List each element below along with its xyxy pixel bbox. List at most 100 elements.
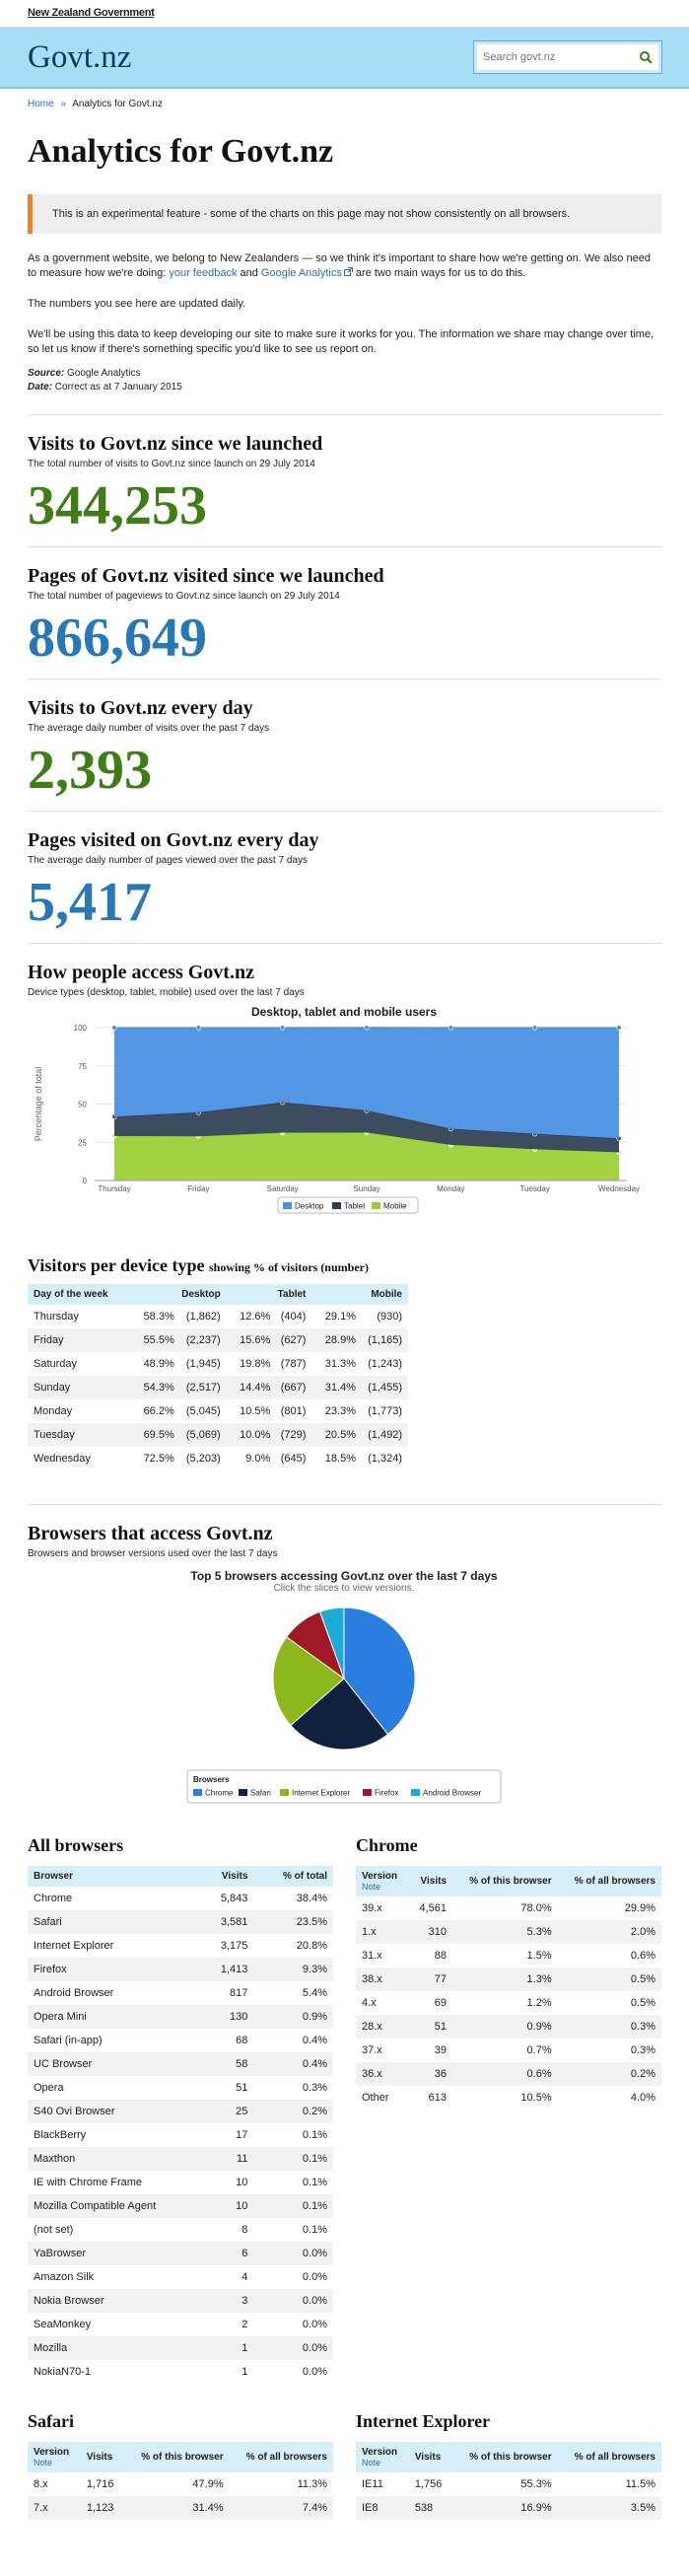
column-header: Browser xyxy=(28,1866,199,1887)
table-cell: 16.9% xyxy=(452,2496,558,2520)
table-cell: 3,581 xyxy=(198,1910,254,1934)
search-icon[interactable] xyxy=(639,50,653,64)
table-cell: 817 xyxy=(230,1987,248,1999)
table-cell: (1,945) xyxy=(185,1358,221,1370)
google-analytics-link[interactable]: Google Analytics xyxy=(260,267,342,279)
table-row: (not set) 8 0.1% xyxy=(28,2218,333,2242)
pie-slice-android-browser[interactable] xyxy=(318,1607,345,1680)
table-row: 7.x 1,123 31.4% 7.4% xyxy=(28,2496,333,2520)
feedback-link[interactable]: your feedback xyxy=(169,267,238,279)
table-cell: IE8 xyxy=(356,2496,409,2520)
y-tick-label: 75 xyxy=(78,1062,87,1071)
chrome-title: Chrome xyxy=(356,1835,418,1855)
table-row: YaBrowser 6 0.0% xyxy=(28,2242,333,2265)
column-header: Version Note xyxy=(28,2442,81,2472)
table-cell: 3,175 xyxy=(220,1940,248,1952)
table-cell: Internet Explorer xyxy=(34,1940,114,1952)
pie-legend-swatch xyxy=(411,1789,420,1796)
table-cell: 28.x xyxy=(356,2015,409,2039)
table-row: 1.x 310 5.3% 2.0% xyxy=(356,1920,661,1944)
table-cell: 51 xyxy=(408,2015,452,2039)
device-table-title: Visitors per device type showing % of vi… xyxy=(28,1255,661,1276)
point-desktop xyxy=(448,1025,453,1031)
table-row: 31.x 88 1.5% 0.6% xyxy=(356,1944,661,1968)
table-cell: 5.3% xyxy=(452,1920,558,1944)
table-cell: Opera xyxy=(34,2082,64,2094)
table-cell: 36 xyxy=(408,2062,452,2086)
note-link[interactable]: Note xyxy=(34,2458,53,2468)
column-header: Tablet xyxy=(226,1284,312,1305)
table-row: UC Browser 58 0.4% xyxy=(28,2052,333,2076)
table-cell: Mozilla Compatible Agent xyxy=(28,2194,199,2218)
date-label: Date: xyxy=(28,382,53,393)
experimental-notice: This is an experimental feature - some o… xyxy=(28,194,661,234)
y-axis-label: Percentage of total xyxy=(34,1067,43,1142)
legend-label-mobile: Mobile xyxy=(383,1202,407,1211)
pie-legend: Browsers Chrome Safari Internet Explorer Fir… xyxy=(186,1769,502,1804)
page-title: Analytics for Govt.nz xyxy=(28,133,334,170)
table-cell: (1,455) xyxy=(357,1376,408,1399)
table-cell: 29.1% xyxy=(324,1311,356,1323)
table-cell: 1 xyxy=(198,2336,254,2360)
table-cell: 78.0% xyxy=(520,1902,552,1914)
table-cell: 4 xyxy=(241,2271,248,2283)
table-cell: 1.3% xyxy=(452,1968,558,1991)
divider xyxy=(28,811,661,812)
device-table-subheading: showing % of visitors (number) xyxy=(208,1260,369,1274)
nz-government-logo[interactable]: New Zealand Government xyxy=(28,7,155,19)
table-row: 37.x 39 0.7% 0.3% xyxy=(356,2039,661,2062)
table-cell: 10 xyxy=(236,2177,248,2188)
table-cell: 88 xyxy=(434,1950,447,1962)
chrome-panel: Chrome Version Note Visits% of this browse… xyxy=(356,1835,661,2384)
point-desktop xyxy=(280,1025,286,1031)
column-header: % of this browser xyxy=(452,1866,558,1896)
pie-slice-internet-explorer[interactable] xyxy=(272,1636,345,1727)
note-link[interactable]: Note xyxy=(362,2458,381,2468)
table-cell: 77 xyxy=(408,1968,452,1991)
site-title[interactable]: Govt.nz xyxy=(28,38,132,75)
table-cell: 0.9% xyxy=(452,2015,558,2039)
table-row: Internet Explorer 3,175 20.8% xyxy=(28,1934,333,1958)
table-cell: 0.0% xyxy=(253,2242,333,2265)
table-cell: IE11 xyxy=(362,2478,383,2490)
column-header: % of all browsers xyxy=(557,2442,661,2472)
stat-title: Visits to Govt.nz every day xyxy=(28,697,253,719)
area-desktop xyxy=(114,1027,619,1139)
table-cell: 1.x xyxy=(356,1920,409,1944)
chart-legend: Desktop Tablet Mobile xyxy=(277,1196,419,1214)
safari-panel: Safari Version Note Visits% of this browse… xyxy=(28,2411,333,2520)
search-input[interactable] xyxy=(483,51,631,63)
table-cell: 25 xyxy=(198,2100,254,2123)
pie-slice-chrome[interactable] xyxy=(343,1607,416,1736)
table-cell: (not set) xyxy=(34,2224,74,2236)
table-row: Monday 66.2% (5,045) 10.5% (801) 23.3% (1,773) xyxy=(28,1399,408,1423)
table-cell: 54.3% xyxy=(130,1376,176,1399)
table-cell: 4.0% xyxy=(630,2092,655,2104)
table-cell: 28.9% xyxy=(311,1328,358,1352)
table-cell: 0.1% xyxy=(253,2147,333,2171)
table-cell: Other xyxy=(362,2092,389,2104)
column-header: Visits xyxy=(408,2442,452,2472)
table-cell: 18.5% xyxy=(324,1453,356,1465)
column-header: Visits xyxy=(198,1866,254,1887)
table-row: 8.x 1,716 47.9% 11.3% xyxy=(28,2472,333,2496)
table-cell: SeaMonkey xyxy=(34,2319,92,2330)
x-tick-label: Sunday xyxy=(353,1184,379,1193)
breadcrumb-home[interactable]: Home xyxy=(28,99,54,109)
table-cell: 10.0% xyxy=(226,1423,273,1447)
table-row: SeaMonkey 2 0.0% xyxy=(28,2313,333,2336)
note-link[interactable]: Note xyxy=(362,1882,381,1892)
table-cell: Wednesday xyxy=(34,1453,91,1465)
table-cell: 23.3% xyxy=(324,1405,356,1417)
table-cell: Chrome xyxy=(34,1893,73,1904)
y-tick-label: 100 xyxy=(74,1024,88,1033)
gov-bar: New Zealand Government xyxy=(0,0,689,28)
browser-pie-chart[interactable]: Top 5 browsers accessing Govt.nz over th… xyxy=(28,1567,661,1814)
table-row: Thursday 58.3% (1,862) 12.6% (404) 29.1% (930) xyxy=(28,1305,408,1328)
breadcrumb-separator: » xyxy=(60,99,67,109)
table-row: Nokia Browser 3 0.0% xyxy=(28,2289,333,2313)
pie-legend-swatch xyxy=(363,1789,372,1796)
safari-versions-table: Version Note Visits% of this browser% of a… xyxy=(28,2442,333,2520)
pie-slice-safari[interactable] xyxy=(290,1678,389,1751)
column-header: % of all browsers xyxy=(229,2442,333,2472)
